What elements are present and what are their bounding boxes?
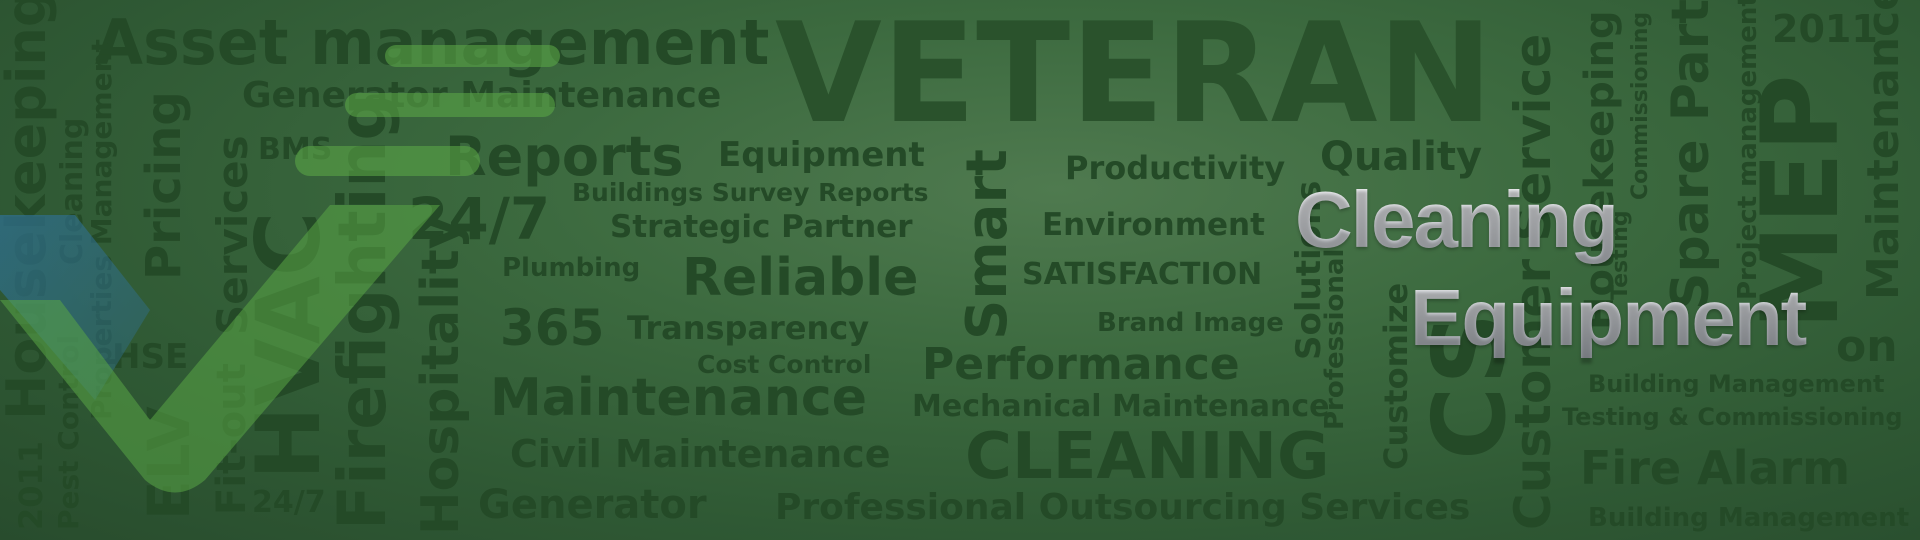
word-environment: Environment <box>1042 207 1265 243</box>
logo-speed-line-3 <box>295 146 480 176</box>
word-buildings-survey: Buildings Survey Reports <box>572 178 929 207</box>
headline-line-1: Cleaning <box>1295 175 1619 264</box>
word-quality: Quality <box>1320 134 1483 180</box>
word-2011: 2011 <box>1772 7 1878 51</box>
word-mechanical-maintenance: Mechanical Maintenance <box>912 389 1330 424</box>
word-productivity: Productivity <box>1065 149 1286 187</box>
word-reports: Reports <box>445 125 684 188</box>
logo-blue-segment <box>0 215 150 400</box>
word-plumbing: Plumbing <box>502 253 641 283</box>
word-brand-image: Brand Image <box>1097 308 1284 338</box>
logo-check-mark <box>0 205 440 493</box>
word-transparency: Transparency <box>627 309 870 347</box>
word-building-management-bottom: Building Management <box>1588 503 1910 533</box>
word-24-7: 24/7 <box>408 185 551 253</box>
word-building-management: Building Management <box>1588 370 1885 398</box>
word-generator: Generator <box>478 482 707 528</box>
word-performance: Performance <box>922 339 1240 390</box>
word-cleaning: CLEANING <box>965 420 1330 494</box>
word-cost-control: Cost Control <box>697 350 872 379</box>
word-365: 365 <box>500 299 605 357</box>
logo-speed-line-1 <box>385 45 560 67</box>
headline: Cleaning Equipment <box>1295 180 1895 358</box>
word-commissioning: Commissioning <box>1628 11 1653 200</box>
word-24-7-small: 24/7 <box>252 485 326 520</box>
word-smart: Smart <box>955 149 1020 340</box>
word-reliable: Reliable <box>682 248 919 308</box>
word-equipment: Equipment <box>718 135 925 175</box>
word-strategic-partner: Strategic Partner <box>610 209 913 245</box>
word-maintenance: Maintenance <box>490 368 868 428</box>
word-on: on <box>1836 325 1898 369</box>
checkmark-speed-lines-logo <box>0 45 560 493</box>
word-veteran: VETERAN <box>775 0 1494 154</box>
word-testing-commissioning: Testing & Commissioning <box>1562 403 1903 431</box>
word-satisfaction: SATISFACTION <box>1022 257 1263 292</box>
word-civil-maintenance: Civil Maintenance <box>510 432 891 476</box>
headline-line-2: Equipment <box>1410 273 1807 362</box>
word-fire-alarm: Fire Alarm <box>1580 441 1851 495</box>
logo-speed-line-2 <box>345 93 555 117</box>
word-professional-outsourcing: Professional Outsourcing Services <box>775 487 1471 528</box>
